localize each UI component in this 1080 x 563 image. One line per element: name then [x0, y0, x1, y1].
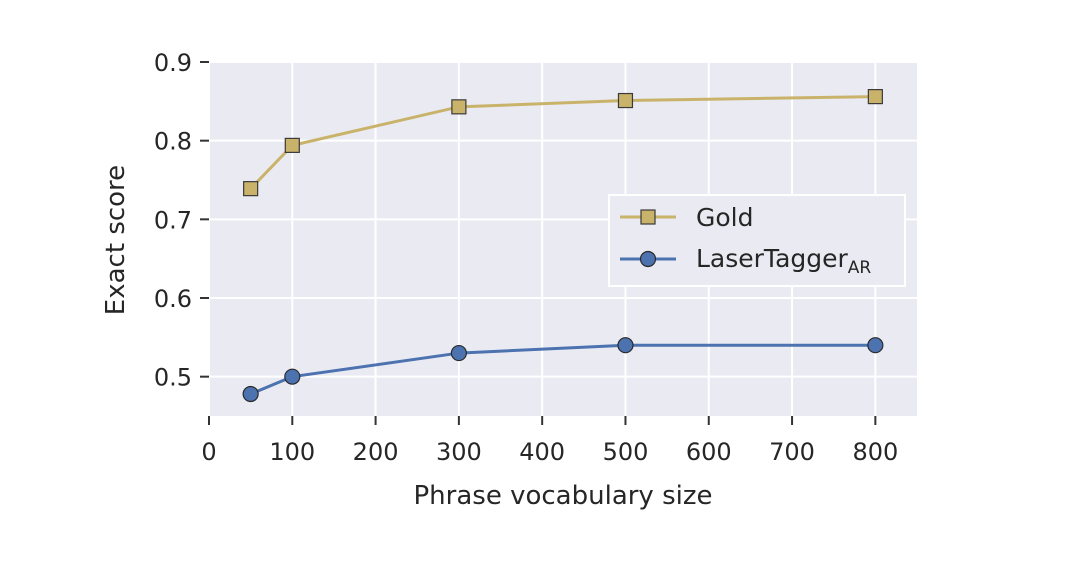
axis-ticks: 0 100 200 300 400 500 600 700 800 0.5 0.6 0.7 0.8 0.9	[154, 49, 898, 466]
x-axis-label: Phrase vocabulary size	[414, 481, 713, 511]
x-tick-label: 0	[201, 438, 216, 466]
y-tick-label: 0.9	[154, 49, 192, 77]
y-tick-label: 0.8	[154, 128, 192, 156]
x-tick-label: 600	[686, 438, 732, 466]
legend-label-lasertagger-main: LaserTagger	[696, 244, 849, 273]
data-point-lasertagger	[242, 385, 259, 403]
y-tick-label: 0.6	[154, 285, 192, 313]
grid-lines	[208, 61, 917, 416]
data-point-gold	[284, 137, 300, 153]
x-tick-label: 500	[603, 438, 649, 466]
data-point-lasertagger	[617, 337, 634, 354]
data-point-gold	[867, 89, 883, 105]
x-tick-label: 100	[269, 438, 315, 466]
y-tick-label: 0.7	[154, 206, 192, 234]
data-point-gold	[617, 92, 634, 109]
data-point-gold	[243, 181, 259, 197]
x-tick-label: 300	[436, 438, 482, 466]
legend-label-gold: Gold	[696, 203, 753, 232]
x-tick-label: 800	[852, 438, 898, 466]
x-tick-label: 700	[769, 438, 815, 466]
legend: Gold LaserTaggerAR	[608, 194, 906, 287]
series-layer	[242, 89, 884, 403]
data-point-lasertagger	[867, 337, 884, 354]
data-point-lasertagger	[284, 368, 301, 385]
y-tick-label: 0.5	[154, 364, 192, 392]
y-axis-label: Exact score	[101, 165, 131, 315]
x-tick-label: 200	[353, 438, 399, 466]
legend-marker-gold	[640, 209, 656, 225]
legend-box	[608, 194, 906, 287]
legend-label-lasertagger: LaserTaggerAR	[696, 244, 871, 278]
legend-marker-lasertagger	[639, 250, 657, 268]
data-point-lasertagger	[450, 344, 467, 362]
legend-label-lasertagger-subscript: AR	[848, 258, 872, 278]
x-tick-label: 400	[519, 438, 565, 466]
data-point-gold	[451, 99, 467, 115]
